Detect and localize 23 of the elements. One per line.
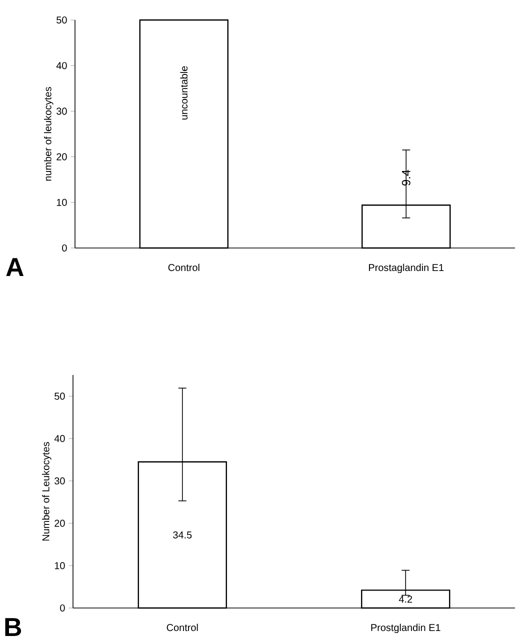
y-tick-label: 30: [56, 108, 67, 115]
data-label: 34.5: [173, 531, 192, 538]
y-axis-title: Number of Leukocytes: [42, 442, 52, 541]
y-tick-label: 20: [54, 520, 65, 527]
x-tick-label: Control: [168, 264, 200, 272]
y-tick-label: 0: [60, 604, 65, 612]
y-tick-label: 10: [54, 562, 65, 570]
data-label: uncountable: [180, 66, 188, 120]
x-tick-label: Prostglandin E1: [371, 624, 440, 634]
data-label: 4.2: [398, 596, 412, 603]
text: A: [6, 258, 24, 276]
y-tick-label: 40: [56, 62, 67, 70]
y-tick-label: 50: [54, 392, 65, 400]
y-tick-label: 30: [54, 477, 65, 484]
y-tick-label: 50: [56, 16, 67, 24]
y-tick-label: 40: [54, 435, 65, 442]
y-tick-label: 0: [62, 244, 67, 252]
y-tick-label: 10: [56, 198, 67, 206]
x-tick-label: Prostaglandin E1: [368, 264, 444, 274]
text: B: [5, 618, 22, 636]
y-axis-title: number of leukocytes: [44, 87, 54, 181]
x-tick-label: Control: [166, 624, 198, 632]
y-tick-label: 20: [56, 153, 67, 160]
